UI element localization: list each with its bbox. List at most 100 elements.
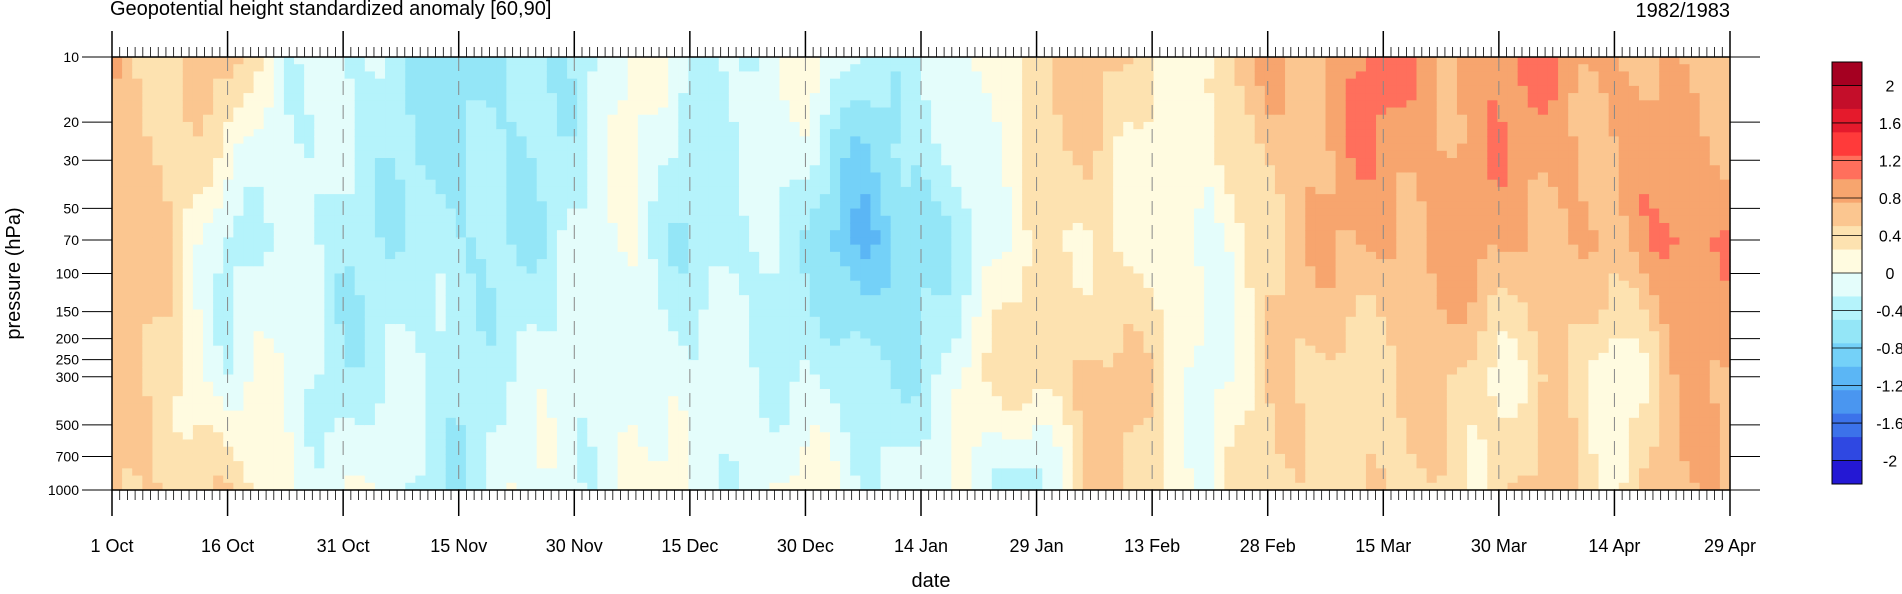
contour-cell	[880, 165, 892, 174]
contour-cell	[809, 374, 821, 383]
contour-cell	[738, 93, 750, 101]
contour-cell	[718, 222, 730, 231]
contour-cell	[546, 352, 558, 361]
contour-cell	[435, 71, 447, 80]
contour-cell	[536, 244, 548, 253]
contour-cell	[253, 114, 265, 123]
contour-cell	[809, 417, 821, 426]
contour-cell	[840, 114, 851, 123]
contour-cell	[192, 273, 204, 282]
contour-cell	[324, 453, 336, 462]
contour-cell	[112, 150, 123, 159]
contour-cell	[192, 179, 204, 188]
contour-cell	[223, 244, 234, 253]
contour-cell	[607, 410, 619, 419]
contour-cell	[809, 446, 821, 455]
contour-cell	[708, 100, 720, 109]
contour-cell	[526, 316, 538, 325]
contour-cell	[728, 381, 740, 390]
contour-cell	[354, 360, 366, 368]
contour-cell	[658, 302, 669, 311]
contour-cell	[769, 482, 781, 491]
contour-cell	[374, 186, 386, 195]
contour-cell	[455, 121, 467, 130]
contour-cell	[809, 251, 821, 260]
contour-cell	[627, 439, 639, 448]
contour-cell	[587, 179, 598, 188]
contour-cell	[445, 439, 457, 448]
contour-cell	[506, 107, 518, 116]
contour-cell	[880, 64, 892, 73]
contour-cell	[354, 316, 366, 325]
contour-cell	[374, 396, 386, 404]
contour-cell	[132, 374, 143, 383]
contour-cell	[152, 331, 164, 340]
contour-cell	[698, 287, 710, 296]
contour-cell	[536, 287, 548, 296]
contour-cell	[941, 136, 952, 145]
contour-cell	[182, 57, 194, 65]
contour-cell	[496, 208, 507, 217]
contour-cell	[870, 136, 882, 145]
contour-cell	[294, 475, 305, 484]
contour-cell	[607, 129, 619, 137]
contour-cell	[668, 150, 679, 159]
contour-cell	[870, 302, 882, 311]
contour-cell	[172, 295, 184, 303]
contour-cell	[294, 222, 305, 231]
contour-cell	[941, 403, 952, 412]
contour-cell	[486, 85, 497, 94]
contour-cell	[910, 388, 922, 397]
contour-cell	[910, 194, 922, 202]
contour-cell	[577, 237, 588, 246]
contour-cell	[567, 259, 578, 267]
contour-cell	[385, 194, 396, 202]
contour-cell	[607, 208, 619, 217]
contour-cell	[445, 78, 457, 87]
contour-cell	[556, 302, 568, 311]
contour-cell	[203, 439, 214, 448]
contour-cell	[294, 403, 305, 412]
contour-cell	[688, 331, 700, 340]
contour-cell	[213, 114, 224, 123]
contour-cell	[243, 172, 255, 181]
contour-cell	[890, 165, 902, 174]
contour-cell	[476, 251, 487, 260]
contour-cell	[182, 64, 194, 73]
contour-cell	[354, 482, 366, 491]
contour-cell	[870, 396, 882, 404]
contour-cell	[708, 446, 720, 455]
contour-cell	[385, 468, 396, 477]
contour-cell	[253, 360, 265, 368]
contour-cell	[415, 136, 427, 145]
contour-cell	[516, 432, 528, 441]
contour-cell	[779, 352, 791, 361]
contour-cell	[455, 158, 467, 166]
contour-cell	[445, 403, 457, 412]
contour-cell	[344, 64, 356, 73]
contour-cell	[698, 367, 710, 376]
contour-cell	[607, 324, 619, 332]
contour-cell	[445, 93, 457, 101]
contour-cell	[122, 136, 133, 145]
contour-cell	[910, 439, 922, 448]
contour-cell	[516, 230, 528, 239]
contour-cell	[122, 425, 133, 433]
contour-cell	[749, 360, 760, 368]
contour-cell	[476, 482, 487, 491]
contour-cell	[910, 172, 922, 181]
contour-cell	[314, 237, 325, 246]
contour-cell	[243, 280, 255, 289]
contour-cell	[900, 158, 912, 166]
contour-cell	[759, 251, 770, 260]
contour-cell	[496, 425, 507, 433]
contour-cell	[425, 468, 437, 477]
contour-cell	[122, 396, 133, 404]
contour-cell	[233, 158, 245, 166]
contour-cell	[374, 417, 386, 426]
contour-cell	[476, 309, 487, 318]
contour-cell	[435, 172, 447, 181]
contour-cell	[738, 251, 750, 260]
contour-cell	[809, 129, 821, 137]
contour-cell	[385, 129, 396, 137]
